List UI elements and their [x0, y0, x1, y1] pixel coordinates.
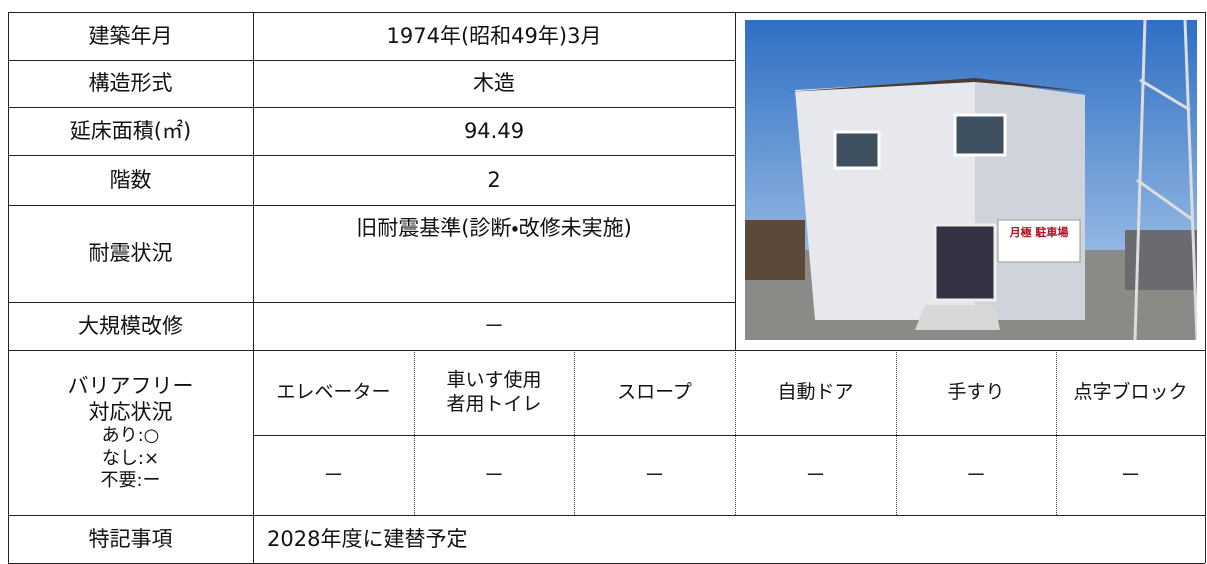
cell-text: 2 — [487, 167, 501, 192]
row-label: 階数 — [8, 155, 253, 205]
row-label: 大規模改修 — [8, 302, 253, 350]
barrier-free-label: バリアフリー 対応状況 あり:○ なし:× 不要:ー — [8, 350, 253, 515]
h-border — [8, 107, 735, 108]
cell-text: 構造形式 — [88, 71, 173, 96]
cell-text: － — [483, 462, 505, 487]
v-border — [735, 12, 736, 350]
dotted-divider — [1056, 350, 1057, 515]
h-border — [8, 12, 1205, 13]
row-label: 建築年月 — [8, 12, 253, 60]
v-border — [253, 12, 254, 563]
h-border — [8, 515, 1205, 516]
cell-text: － — [965, 462, 987, 487]
row-value: 旧耐震基準(診断・改修未実施) — [253, 205, 735, 302]
cell-text: － — [805, 462, 826, 487]
cell-text: 建築年月 — [88, 23, 173, 48]
h-border — [8, 60, 735, 61]
barrier-free-header: 手すり — [896, 350, 1056, 435]
cell-text: － — [1120, 462, 1141, 487]
cell-text: 特記事項 — [88, 526, 173, 551]
cell-text: 対応状況 — [88, 399, 173, 424]
dotted-divider — [896, 350, 897, 515]
h-border — [8, 350, 1205, 351]
cell-text: バリアフリー — [67, 373, 194, 398]
cell-text: なし:× — [101, 447, 160, 469]
h-border — [8, 302, 735, 303]
barrier-free-header: 自動ドア — [735, 350, 896, 435]
h-border — [253, 435, 1205, 436]
sign-text: 月極 駐車場 — [1009, 225, 1069, 239]
barrier-free-header: スロープ — [574, 350, 735, 435]
cell-text: 耐震状況 — [88, 241, 173, 266]
cell-text: 不要:ー — [100, 470, 161, 491]
cell-text: － — [323, 462, 344, 487]
cell-text: 2028年度に建替予定 — [267, 526, 468, 551]
barrier-free-header: 点字ブロック — [1056, 350, 1205, 435]
cell-text: － — [483, 313, 505, 338]
building-photo: 月極 駐車場 — [745, 20, 1197, 340]
dotted-divider — [574, 350, 575, 515]
v-border — [8, 12, 9, 563]
cell-text: 94.49 — [463, 118, 525, 143]
cell-text: 階数 — [109, 167, 152, 192]
cell-text: 手すり — [947, 380, 1005, 403]
row-value: 木造 — [253, 60, 735, 107]
notes-label: 特記事項 — [8, 515, 253, 563]
barrier-free-value: － — [414, 435, 574, 515]
notes-value: 2028年度に建替予定 — [253, 515, 1205, 563]
dotted-divider — [735, 350, 736, 515]
row-value: 94.49 — [253, 107, 735, 155]
row-value: 2 — [253, 155, 735, 205]
cell-text: エレベーター — [276, 380, 391, 403]
cell-text: 木造 — [473, 71, 515, 96]
barrier-free-header: エレベーター — [253, 350, 414, 435]
cell-text: 点字ブロック — [1073, 380, 1188, 403]
cell-text: あり:○ — [101, 425, 160, 446]
cell-text: スロープ — [617, 380, 692, 403]
row-label: 構造形式 — [8, 60, 253, 107]
barrier-free-value: － — [896, 435, 1056, 515]
cell-text: 車いす使用 — [446, 368, 542, 391]
barrier-free-value: － — [574, 435, 735, 515]
barrier-free-value: － — [1056, 435, 1205, 515]
dotted-divider — [414, 350, 415, 515]
h-border — [8, 205, 735, 206]
cell-text: 延床面積(㎡) — [69, 118, 192, 143]
v-border — [1205, 12, 1206, 563]
row-value: 1974年(昭和49年)3月 — [253, 12, 735, 60]
h-border — [8, 155, 735, 156]
barrier-free-value: － — [735, 435, 896, 515]
row-label: 延床面積(㎡) — [8, 107, 253, 155]
cell-text: 者用トイレ — [446, 392, 542, 415]
cell-text: － — [644, 462, 665, 487]
barrier-free-header: 車いす使用 者用トイレ — [414, 350, 574, 435]
cell-text: 自動ドア — [777, 380, 854, 403]
row-label: 耐震状況 — [8, 205, 253, 302]
cell-text: 大規模改修 — [78, 313, 183, 338]
barrier-free-value: － — [253, 435, 414, 515]
row-value: － — [253, 302, 735, 350]
cell-text: 旧耐震基準(診断・改修未実施) — [356, 216, 632, 240]
cell-text: 1974年(昭和49年)3月 — [386, 23, 602, 48]
